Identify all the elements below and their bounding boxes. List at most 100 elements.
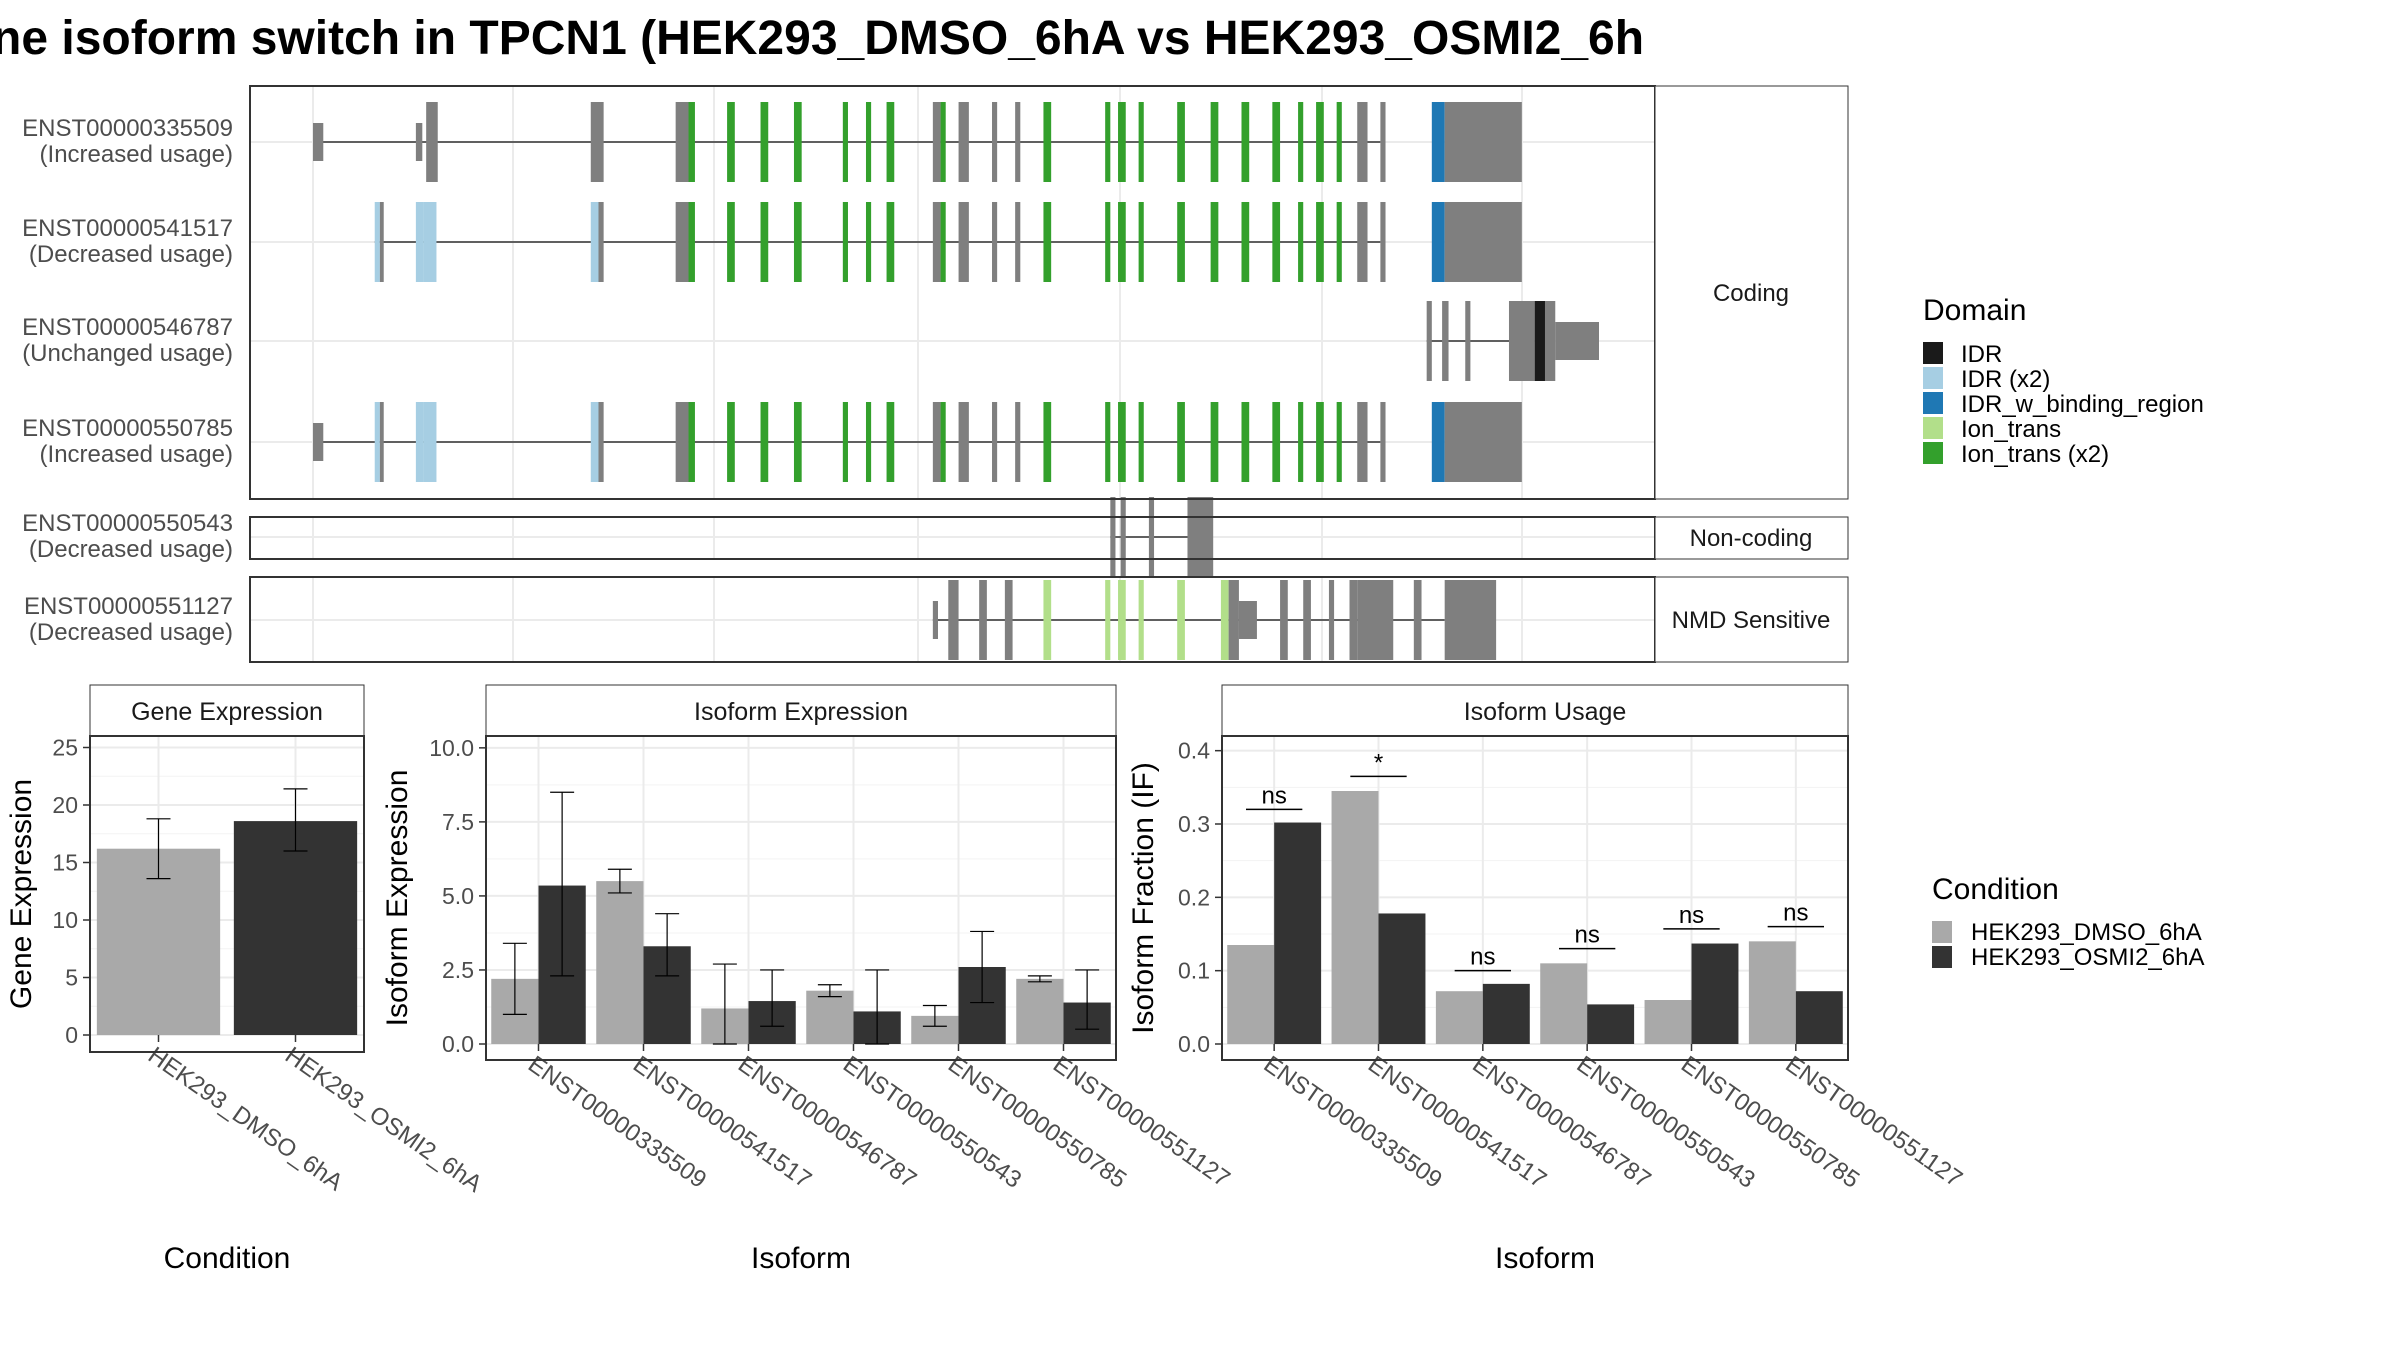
domain-exon-block <box>1431 102 1445 182</box>
domain-exon-block <box>1138 102 1144 182</box>
exon-block <box>313 123 324 161</box>
domain-exon-block <box>1431 202 1445 282</box>
x-tick-label: ENST00000550785 <box>943 1051 1131 1194</box>
exon-block <box>1426 301 1432 381</box>
significance-label: ns <box>1261 782 1286 809</box>
exon-block <box>675 202 689 282</box>
gene-expression-title: Gene Expression <box>131 698 323 726</box>
exon-block <box>948 580 959 660</box>
bar-dmso <box>1331 791 1379 1044</box>
gene-expression-chart: Gene Expression 0 5 10 15 20 25 HEK293_DMSO_6… <box>5 684 487 1275</box>
isoform-usage-strip <box>1221 684 1849 737</box>
exon-block <box>1120 497 1126 577</box>
domain-exon-block <box>842 102 848 182</box>
exon-block <box>932 601 938 639</box>
domain-exon-block <box>886 202 895 282</box>
exon-block <box>1110 497 1116 577</box>
isoform-usage-label: (Increased usage) <box>40 441 233 468</box>
isoform-structure-rows: ENST00000335509(Increased usage)ENST0000… <box>22 86 1655 662</box>
significance-label: ns <box>1574 922 1599 949</box>
domain-exon-block <box>940 202 946 282</box>
isoform-expression-marks: ENST00000335509ENST00000541517ENST000005… <box>491 791 1235 1194</box>
exon-block <box>1015 102 1021 182</box>
exon-block <box>1444 580 1497 660</box>
domain-exon-block <box>1105 102 1111 182</box>
bar-dmso <box>596 881 644 1044</box>
domain-exon-block <box>1336 102 1342 182</box>
exon-block <box>1444 402 1522 482</box>
domain-exon-block <box>1220 580 1229 660</box>
x-tick-label: ENST00000541517 <box>628 1051 816 1194</box>
noncoding-strip <box>1654 516 1849 560</box>
domain-exon-block <box>1118 202 1126 282</box>
coding-strip-label: Coding <box>1713 280 1789 307</box>
y-tick-label: 7.5 <box>442 809 474 835</box>
exon-block <box>958 402 969 482</box>
domain-exon-block <box>760 202 769 282</box>
bar-osmi <box>1691 943 1739 1044</box>
isoform-usage-ylabel: Isoform Fraction (IF) <box>1127 762 1160 1034</box>
domain-exon-block <box>1210 402 1219 482</box>
exon-block <box>1357 202 1368 282</box>
y-tick-label: 0.0 <box>1178 1031 1210 1057</box>
exon-block <box>1015 402 1021 482</box>
domain-exon-block <box>1336 202 1342 282</box>
exon-block <box>1380 402 1386 482</box>
isoform-usage-title: Isoform Usage <box>1464 698 1627 726</box>
isoform-usage-label: (Decreased usage) <box>29 241 233 268</box>
domain-exon-block <box>1241 402 1250 482</box>
bar-osmi <box>1274 822 1322 1044</box>
domain-exon-block <box>1043 402 1052 482</box>
domain-exon-block <box>1105 202 1111 282</box>
domain-swatch-idr-binding <box>1923 392 1943 414</box>
nmd-strip-label: NMD Sensitive <box>1672 607 1831 634</box>
exon-block <box>1444 102 1522 182</box>
significance-label: ns <box>1470 944 1495 971</box>
domain-exon-block <box>727 102 735 182</box>
domain-label-ion-trans-x2: Ion_trans (x2) <box>1961 441 2109 468</box>
domain-exon-block <box>865 402 872 482</box>
isoform-usage-label: (Decreased usage) <box>29 619 233 646</box>
y-tick-label: 0.2 <box>1178 884 1210 910</box>
domain-exon-block <box>1298 202 1304 282</box>
domain-exon-block <box>727 202 735 282</box>
isoform-expression-frame <box>485 735 1117 1061</box>
gene-expression-ylabel: Gene Expression <box>5 779 38 1009</box>
domain-exon-block <box>1177 580 1185 660</box>
exon-block <box>1555 322 1599 360</box>
y-tick-label: 10 <box>52 907 78 933</box>
domain-exon-block <box>1298 102 1304 182</box>
domain-swatch-idr-x2 <box>1923 367 1943 389</box>
structure-panel-coding: Coding <box>249 85 1849 500</box>
isoform-usage-xlabel: Isoform <box>1495 1242 1595 1275</box>
exon-block <box>1280 580 1288 660</box>
exon-block <box>1508 301 1535 381</box>
significance-label: ns <box>1679 902 1704 929</box>
isoform-expression-title: Isoform Expression <box>694 698 908 726</box>
exon-block <box>1444 202 1522 282</box>
domain-swatch-idr <box>1923 342 1943 364</box>
exon-block <box>1357 580 1394 660</box>
exon-block <box>379 402 384 482</box>
domain-exon-block <box>1105 580 1111 660</box>
domain-exon-block <box>423 202 437 282</box>
domain-exon-block <box>1210 102 1219 182</box>
isoform-id-label: ENST00000550543 <box>22 510 233 537</box>
domain-exon-block <box>1272 202 1281 282</box>
y-tick-label: 25 <box>52 735 78 761</box>
domain-exon-block <box>865 102 872 182</box>
exon-block <box>1303 580 1311 660</box>
exon-block <box>932 402 941 482</box>
exon-block <box>992 102 998 182</box>
isoform-usage-chart: Isoform Usage 0.0 0.1 0.2 0.3 0.4 ENST000003… <box>1127 684 1967 1275</box>
bar-dmso <box>1644 1000 1692 1044</box>
domain-exon-block <box>1177 402 1185 482</box>
domain-exon-block <box>793 402 802 482</box>
bar-dmso <box>1227 945 1275 1044</box>
y-tick-label: 15 <box>52 850 78 876</box>
domain-legend: Domain IDR IDR (x2) IDR_w_binding_region… <box>1923 294 2204 468</box>
domain-exon-block <box>760 402 769 482</box>
exon-block <box>598 202 604 282</box>
